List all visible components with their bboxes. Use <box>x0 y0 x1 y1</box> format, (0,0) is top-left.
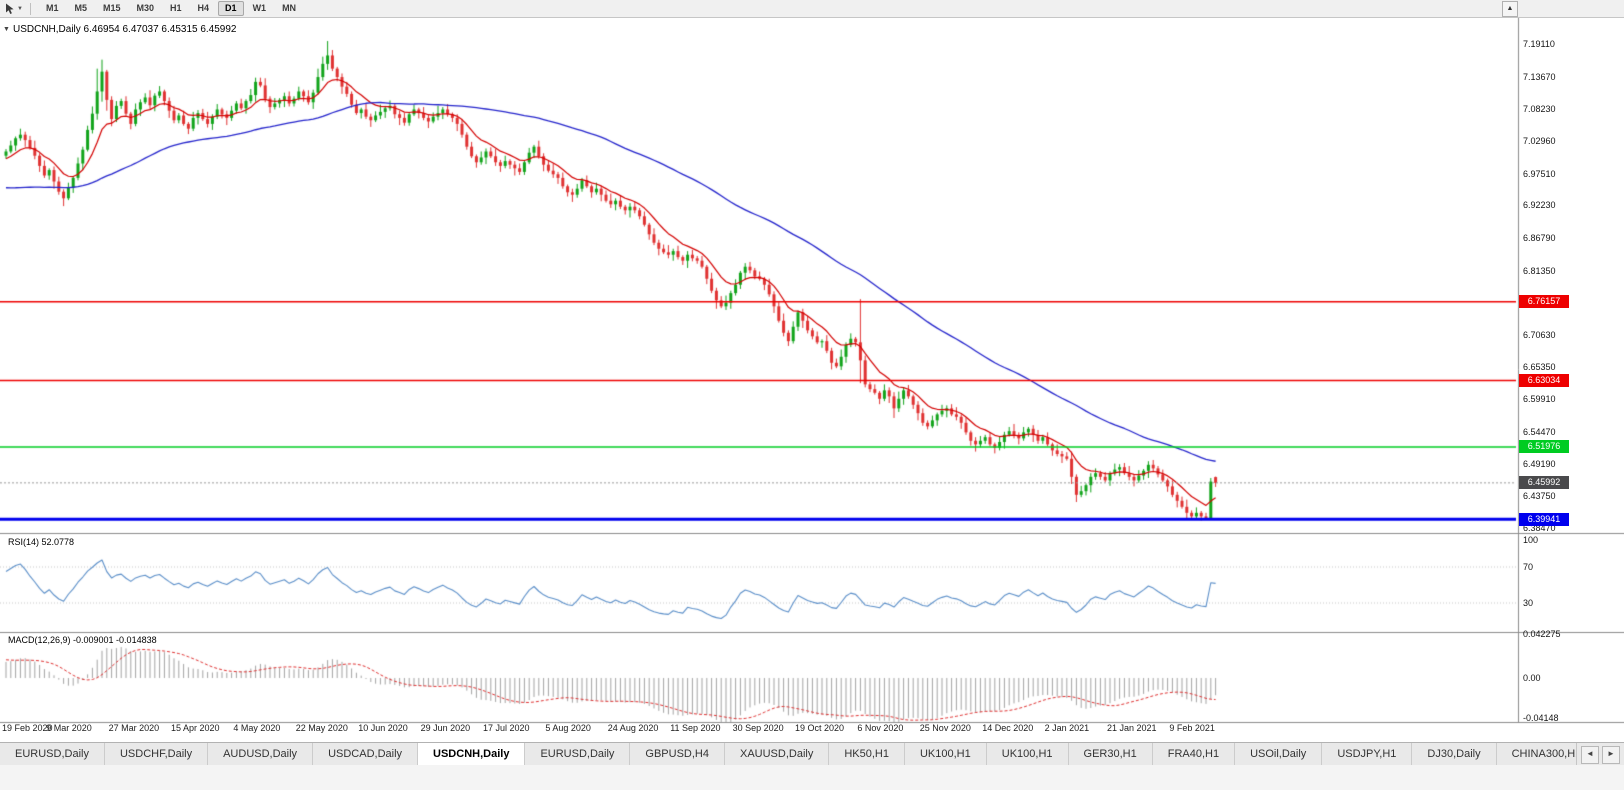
rsi-level-label: 70 <box>1523 562 1534 572</box>
date-axis-label: 21 Jan 2021 <box>1107 723 1157 733</box>
hline-price-tag: 6.51976 <box>1519 440 1569 454</box>
toolbar: ▼ M1 M5 M15 M30 H1 H4 D1 W1 MN ▲ <box>0 0 1624 18</box>
date-axis-label: 24 Aug 2020 <box>607 723 659 733</box>
date-axis-label: 10 Jun 2020 <box>358 723 408 733</box>
price-tick-label: 6.43750 <box>1523 491 1556 502</box>
chart-context-icon[interactable]: ▼ <box>3 26 10 33</box>
timeframe-button-m1[interactable]: M1 <box>45 3 59 13</box>
tab-scroll-arrows: ◄ ► <box>1576 743 1624 766</box>
macd-level-label: -0.04148 <box>1523 713 1559 723</box>
tab-uk100-h1[interactable]: UK100,H1 <box>986 743 1069 766</box>
pointer-tool-button[interactable]: ▼ <box>4 3 23 15</box>
chart-window: ▼ USDCNH,Daily 6.46954 6.47037 6.45315 6… <box>0 17 1624 742</box>
macd-indicator-label: MACD(12,26,9) -0.009001 -0.014838 <box>8 635 157 645</box>
date-axis-label: 5 Aug 2020 <box>545 723 591 733</box>
macd-level-label: 0.042275 <box>1523 629 1561 640</box>
timeframe-button-h4[interactable]: H4 <box>197 3 210 13</box>
tab-usdcnh-daily[interactable]: USDCNH,Daily <box>418 743 526 766</box>
price-tick-label: 6.65350 <box>1523 361 1556 372</box>
toolbar-separator <box>29 2 31 15</box>
date-axis-label: 30 Sep 2020 <box>732 723 784 733</box>
chart-tabs-bar: EURUSD,Daily USDCHF,Daily AUDUSD,Daily USDC… <box>0 742 1624 766</box>
date-axis-label: 19 Oct 2020 <box>795 723 845 733</box>
price-tick-label: 6.86790 <box>1523 232 1556 243</box>
tabs-scroll-left-button[interactable]: ◄ <box>1581 745 1599 764</box>
date-axis-label: 25 Nov 2020 <box>919 723 971 733</box>
rsi-level-label: 100 <box>1523 535 1539 545</box>
chart-tabs: EURUSD,Daily USDCHF,Daily AUDUSD,Daily USDC… <box>0 743 1624 766</box>
timeframe-button-w1[interactable]: W1 <box>252 3 267 13</box>
date-axis-label: 29 Jun 2020 <box>420 723 471 733</box>
scroll-up-button[interactable]: ▲ <box>1502 1 1518 17</box>
timeframe-button-m15[interactable]: M15 <box>102 3 121 13</box>
chart-title: USDCNH,Daily 6.46954 6.47037 6.45315 6.4… <box>13 24 237 35</box>
tab-dj30-daily[interactable]: DJ30,Daily <box>1412 743 1497 766</box>
tab-usdcad-daily[interactable]: USDCAD,Daily <box>313 743 419 766</box>
timeframe-button-m5[interactable]: M5 <box>74 3 87 13</box>
macd-level-label: 0.00 <box>1523 673 1541 683</box>
tab-audusd-daily[interactable]: AUDUSD,Daily <box>208 743 314 766</box>
date-axis-label: 15 Apr 2020 <box>171 723 220 733</box>
date-axis-label: 9 Feb 2021 <box>1169 723 1215 733</box>
price-tick-label: 6.97510 <box>1523 168 1556 179</box>
date-axis-label: 27 Mar 2020 <box>108 723 160 733</box>
price-chart-canvas[interactable] <box>0 17 1624 742</box>
date-axis-label: 14 Dec 2020 <box>982 723 1034 733</box>
tab-eurusd-daily[interactable]: EURUSD,Daily <box>0 743 105 766</box>
price-tick-label: 6.54470 <box>1523 426 1556 437</box>
dropdown-caret-icon: ▼ <box>17 5 23 12</box>
timeframe-button-h1[interactable]: H1 <box>170 3 182 13</box>
tab-gbpusd-h4[interactable]: GBPUSD,H4 <box>630 743 725 766</box>
price-tick-label: 7.13670 <box>1523 71 1556 82</box>
timeframe-button-mn[interactable]: MN <box>282 3 297 13</box>
date-axis-label: 22 May 2020 <box>295 723 348 733</box>
current-price-tag: 6.45992 <box>1519 476 1569 490</box>
timeframe-button-m30[interactable]: M30 <box>136 3 155 13</box>
price-tick-label: 6.92230 <box>1523 200 1556 211</box>
rsi-level-label: 30 <box>1523 598 1534 608</box>
tab-uk100-h1[interactable]: UK100,H1 <box>904 743 987 766</box>
tab-usdchf-daily[interactable]: USDCHF,Daily <box>104 743 209 766</box>
date-axis-label: 2 Jan 2021 <box>1044 723 1090 733</box>
date-axis-label: 19 Feb 2020 <box>2 723 53 733</box>
rsi-indicator-label: RSI(14) 52.0778 <box>8 537 75 547</box>
cursor-icon <box>6 3 14 14</box>
tab-fra40-h1[interactable]: FRA40,H1 <box>1152 743 1236 766</box>
timeframe-buttons: M1 M5 M15 M30 H1 H4 D1 W1 MN <box>38 1 304 16</box>
tab-ger30-h1[interactable]: GER30,H1 <box>1068 743 1153 766</box>
price-tick-label: 7.19110 <box>1523 38 1555 49</box>
window-bottom-margin <box>0 765 1624 790</box>
tabs-scroll-right-button[interactable]: ► <box>1602 745 1620 764</box>
price-tick-label: 6.70630 <box>1523 329 1556 340</box>
date-axis-label: 9 Mar 2020 <box>46 723 92 733</box>
date-axis-label: 11 Sep 2020 <box>670 723 721 733</box>
price-tick-label: 6.38470 <box>1523 522 1556 533</box>
price-tick-label: 6.59910 <box>1523 394 1556 405</box>
hline-price-tag: 6.63034 <box>1519 374 1569 388</box>
hline-price-tag: 6.76157 <box>1519 295 1569 309</box>
tab-xauusd-daily[interactable]: XAUUSD,Daily <box>724 743 830 766</box>
price-tick-label: 7.08230 <box>1523 104 1556 115</box>
tab-hk50-h1[interactable]: HK50,H1 <box>829 743 905 766</box>
date-axis-label: 4 May 2020 <box>233 723 281 733</box>
timeframe-button-d1[interactable]: D1 <box>218 1 244 16</box>
tab-china300-h1[interactable]: CHINA300,H1 <box>1496 743 1598 766</box>
tab-usoil-daily[interactable]: USOil,Daily <box>1235 743 1323 766</box>
hline-price-tag: 6.39941 <box>1519 512 1569 526</box>
tab-usdjpy-h1[interactable]: USDJPY,H1 <box>1322 743 1413 766</box>
tab-eurusd-daily[interactable]: EURUSD,Daily <box>525 743 631 766</box>
price-tick-label: 6.81350 <box>1523 265 1556 276</box>
date-axis-label: 6 Nov 2020 <box>857 723 904 733</box>
price-tick-label: 6.49190 <box>1523 458 1556 469</box>
date-axis-label: 17 Jul 2020 <box>483 723 530 733</box>
price-tick-label: 7.02960 <box>1523 135 1556 146</box>
